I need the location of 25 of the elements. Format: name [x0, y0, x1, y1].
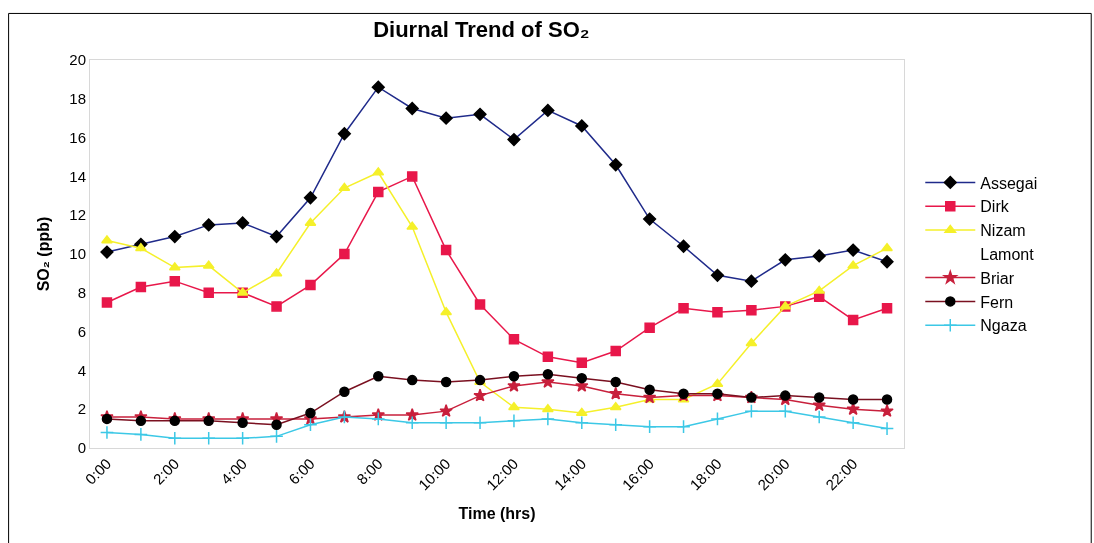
- legend-label: Assegai: [980, 174, 1038, 192]
- y-tick-label: 8: [77, 284, 86, 302]
- y-tick-label: 4: [77, 361, 86, 379]
- text: Lamont: [980, 246, 1035, 264]
- x-tick-label: 6:00: [285, 454, 318, 488]
- y-tick-label: 0: [77, 439, 86, 457]
- y-tick-label: 18: [69, 90, 86, 108]
- x-axis-title: Time (hrs): [458, 505, 536, 523]
- x-tick-label: 8:00: [353, 454, 386, 488]
- legend-label: Briar: [980, 269, 1015, 287]
- chart-title: Diurnal Trend of SO₂: [373, 17, 590, 43]
- legend-label: Dirk: [980, 198, 1010, 216]
- legend-label: Fern: [980, 293, 1014, 311]
- y-tick-label: 16: [69, 128, 86, 146]
- legend-label: Nizam: [980, 222, 1026, 240]
- x-tick-label: 4:00: [217, 454, 251, 488]
- legend-label: Ngaza: [980, 317, 1027, 335]
- y-tick-label: 20: [69, 51, 86, 69]
- y-axis-title: SO₂ (ppb): [35, 216, 53, 292]
- y-tick-label: 2: [77, 400, 86, 418]
- y-tick-label: 10: [69, 245, 86, 263]
- y-tick-label: 6: [77, 322, 86, 340]
- x-tick-label: 0:00: [81, 454, 115, 488]
- y-tick-label: 12: [69, 206, 86, 224]
- y-tick-label: 14: [69, 167, 86, 185]
